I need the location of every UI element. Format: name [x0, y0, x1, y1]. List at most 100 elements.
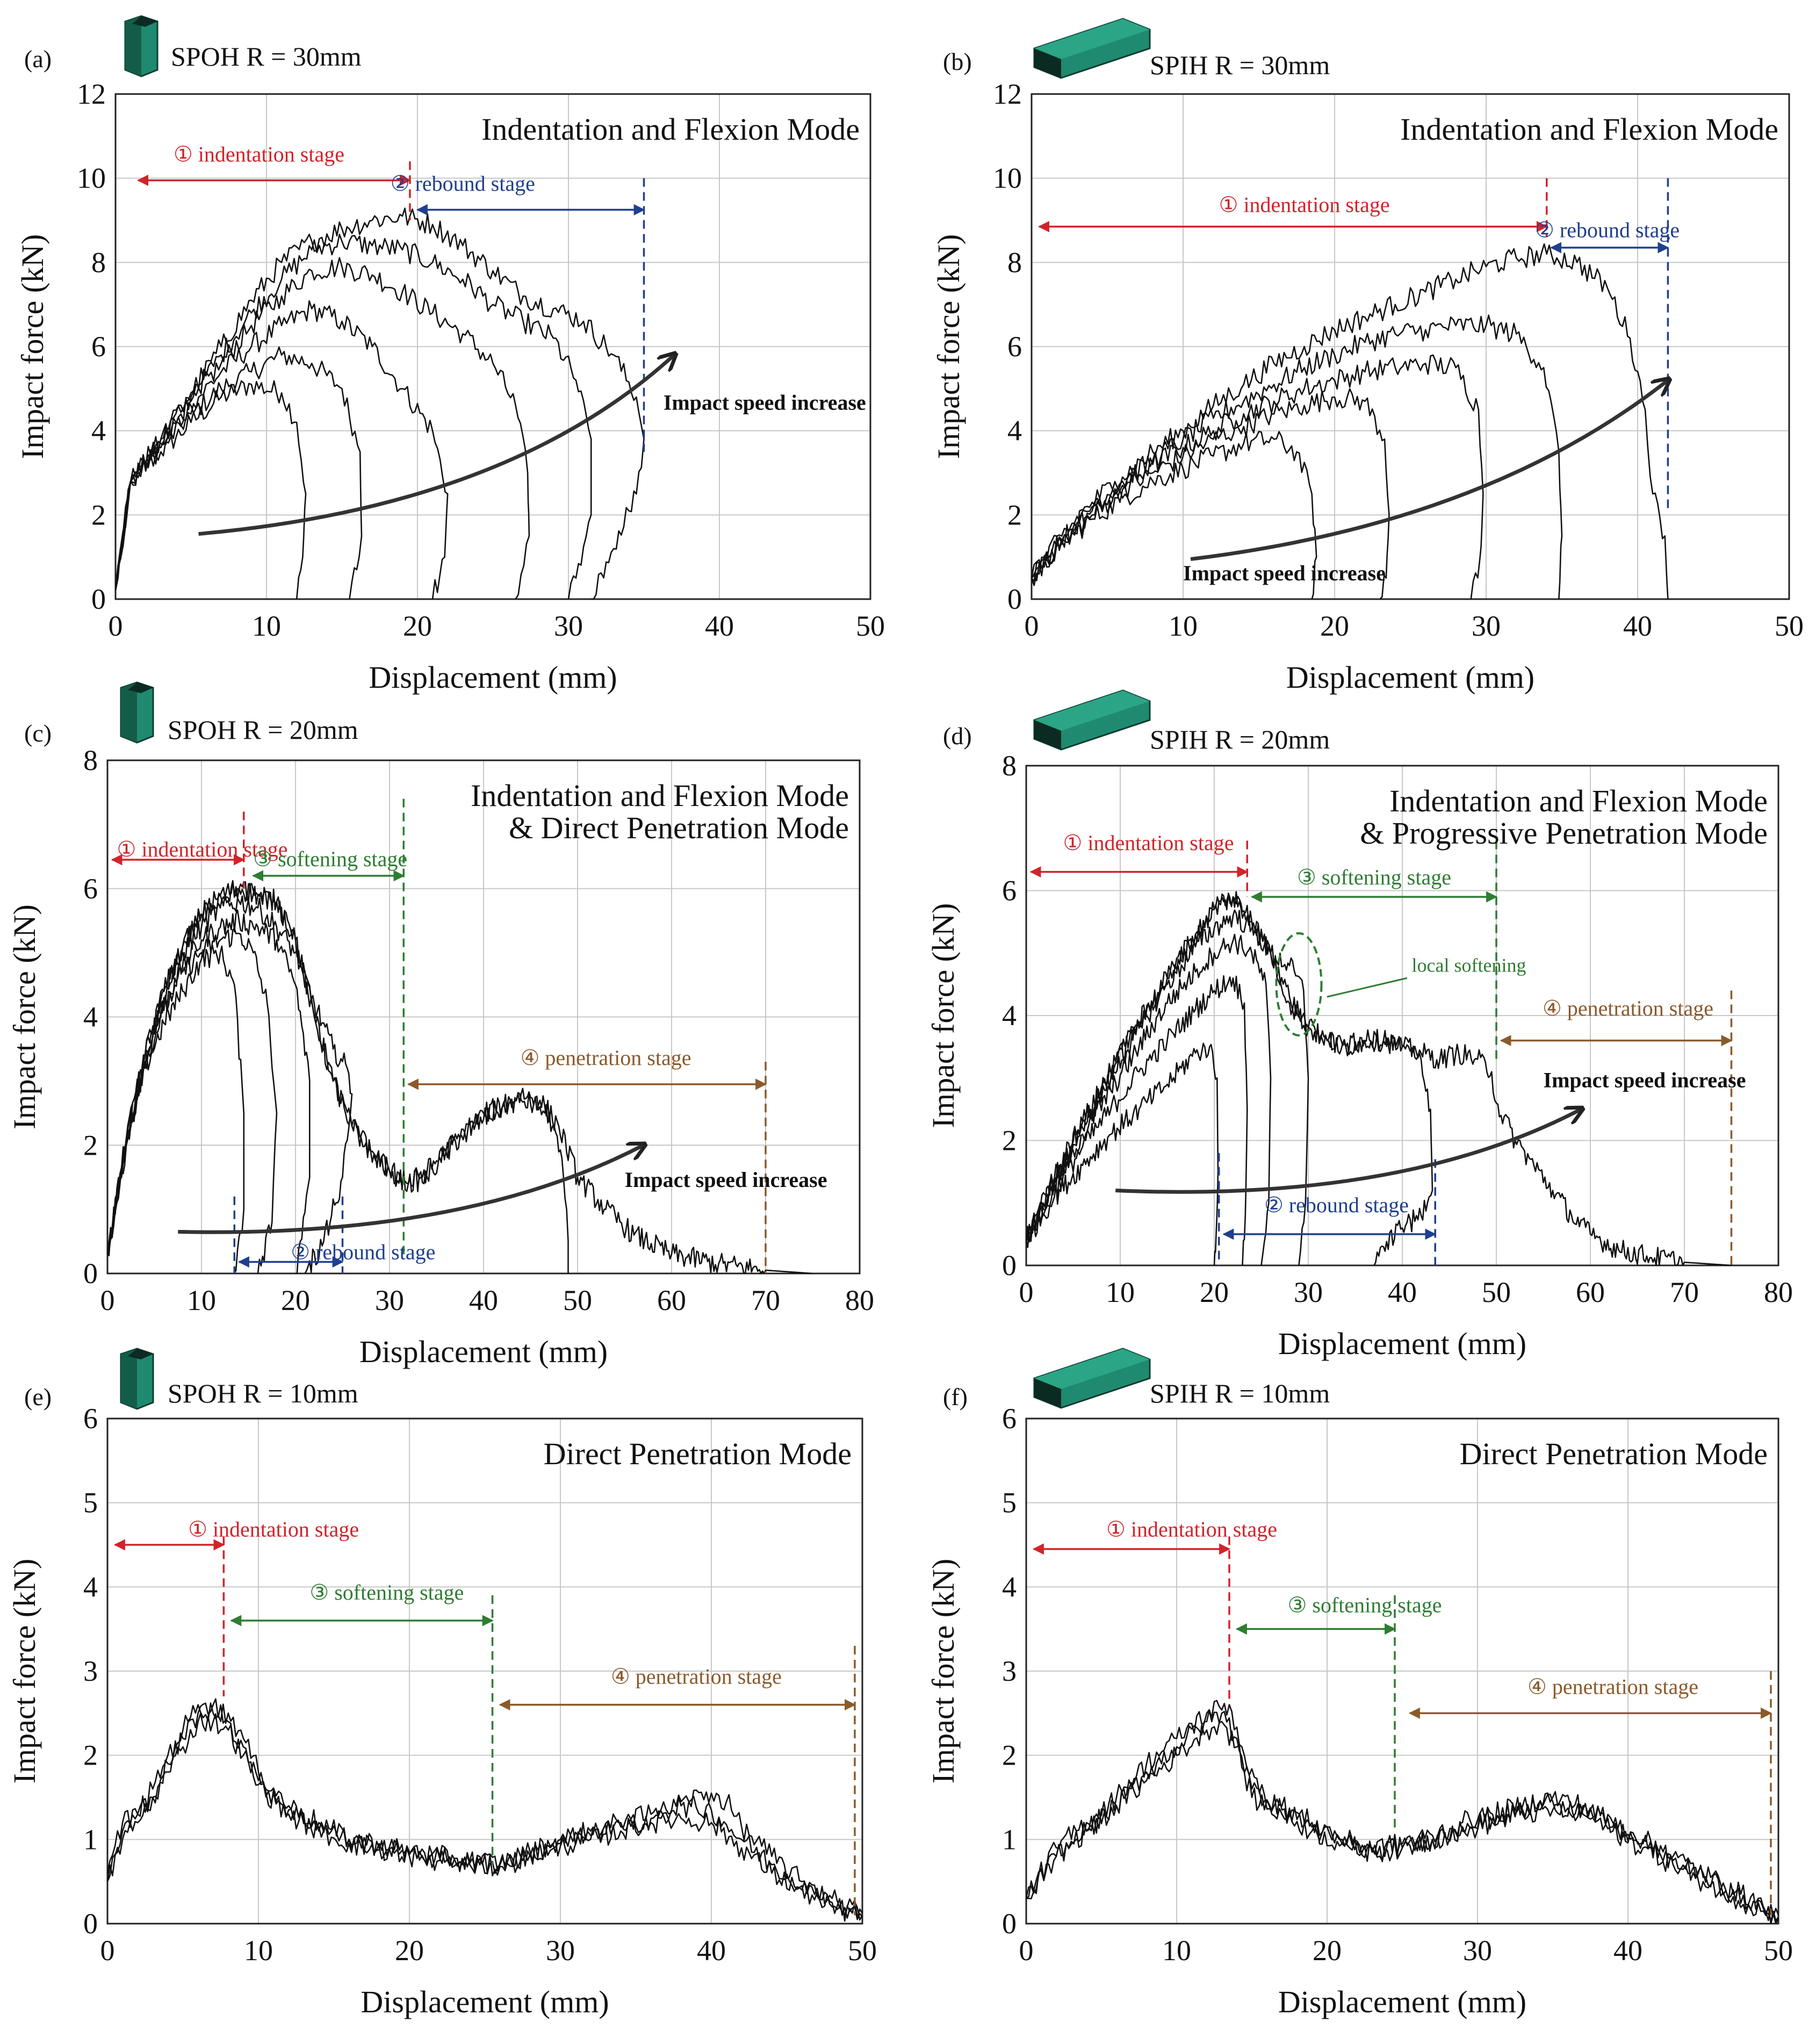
y-tick-label: 4 [1007, 415, 1022, 447]
upright-hexagonal-tube-icon [120, 681, 154, 744]
mode-title: Direct Penetration Mode [1460, 1436, 1768, 1471]
y-tick-label: 1 [1002, 1823, 1017, 1855]
x-axis-label: Displacement (mm) [1278, 1984, 1526, 2019]
y-tick-label: 2 [1002, 1125, 1017, 1157]
mode-title: Indentation and Flexion Mode [481, 112, 860, 147]
series-line-5 [106, 881, 569, 1273]
series-line-1 [106, 1702, 863, 1921]
series-line-4 [106, 894, 353, 1274]
y-tick-label: 2 [1007, 499, 1022, 531]
y-tick-label: 5 [1002, 1487, 1017, 1519]
panel-b: (b) SPIH R = 30mm 0 10 20 30 40 50 0 2 4 6 8 10 12 Disp… [931, 18, 1804, 695]
stage-annotation: ④ penetration stage [521, 1046, 691, 1070]
panel-f: (f) SPIH R = 10mm 0 10 20 30 40 50 0 1 2 3 4 5 6 Displa… [926, 1348, 1793, 2019]
x-tick-label: 0 [1019, 1934, 1034, 1967]
x-tick-label: 20 [1200, 1276, 1229, 1308]
impact-speed-arrow [178, 1145, 643, 1234]
y-tick-label: 6 [1002, 1402, 1017, 1435]
x-tick-label: 30 [1463, 1934, 1492, 1967]
x-tick-label: 10 [1169, 610, 1198, 642]
series-line-3 [1026, 1721, 1779, 1925]
y-tick-label: 0 [83, 1908, 98, 1940]
stage-annotation: local softening [1412, 955, 1526, 976]
stage-annotation: ① indentation stage [1106, 1517, 1277, 1541]
stage-annotation: ② rebound stage [391, 171, 535, 196]
series-line-3 [106, 1712, 863, 1922]
stage-annotation: ① indentation stage [174, 142, 344, 166]
panel-d: (d) SPIH R = 20mm 0 10 20 30 40 50 60 70 80 0 2 4 6 8 Di… [926, 689, 1793, 1361]
y-tick-label: 0 [1002, 1249, 1017, 1282]
y-tick-label: 4 [1002, 1571, 1017, 1603]
impact-speed-arrow [1115, 1109, 1581, 1194]
y-tick-label: 3 [1002, 1655, 1017, 1687]
x-tick-label: 30 [546, 1934, 575, 1967]
stage-annotation: ③ softening stage [1297, 865, 1451, 889]
series-line-5 [114, 233, 592, 600]
y-axis-label: Impact force (kN) [931, 234, 966, 459]
x-tick-label: 50 [1764, 1934, 1793, 1967]
series-line-2 [106, 1698, 863, 1919]
y-axis-label: Impact force (kN) [7, 904, 42, 1129]
horizontal-hexagonal-tube-icon [1033, 689, 1151, 751]
panel-a-label: (a) [24, 45, 52, 73]
panel-b-plot-frame [1030, 93, 1790, 600]
horizontal-hexagonal-tube-icon [1033, 18, 1151, 79]
panel-c-label: (c) [24, 719, 52, 747]
mode-title: & Direct Penetration Mode [509, 810, 849, 845]
y-tick-label: 8 [91, 246, 106, 278]
y-tick-label: 4 [91, 415, 106, 447]
horizontal-hexagonal-tube-icon [1033, 1348, 1151, 1409]
stage-annotation: Impact speed increase [1183, 561, 1386, 585]
x-tick-label: 10 [187, 1284, 216, 1316]
stage-annotation: ③ softening stage [253, 847, 407, 871]
x-axis-label: Displacement (mm) [359, 1334, 608, 1369]
impact-speed-arrow [1190, 380, 1668, 562]
y-tick-label: 6 [83, 873, 98, 905]
panel-c: (c) SPOH R = 20mm 0 10 20 30 40 50 60 70 80 0 2 4 6 8 Di… [7, 681, 874, 1369]
stage-annotation: ④ penetration stage [1543, 996, 1713, 1020]
x-tick-label: 40 [1613, 1934, 1642, 1967]
x-tick-label: 50 [1482, 1276, 1511, 1308]
series-line-3 [1025, 933, 1272, 1266]
panel-e-label: (e) [24, 1383, 52, 1410]
stage-annotation: ② rebound stage [291, 1240, 435, 1264]
y-tick-label: 4 [1002, 999, 1017, 1032]
series-line-1 [107, 945, 245, 1274]
x-tick-label: 20 [281, 1284, 310, 1316]
x-tick-label: 50 [563, 1284, 592, 1316]
stage-annotation: ② rebound stage [1264, 1193, 1409, 1217]
panel-c-plot-frame [106, 759, 861, 1275]
panel-a-plot-frame [114, 93, 871, 600]
series-line-1 [1026, 1709, 1779, 1921]
x-tick-label: 30 [554, 610, 583, 642]
series-line-4 [1030, 314, 1563, 600]
stage-annotation: Impact speed increase [1544, 1068, 1746, 1092]
mode-title: Indentation and Flexion Mode [471, 778, 849, 813]
upright-hexagonal-tube-icon [124, 15, 158, 77]
x-tick-label: 20 [403, 610, 432, 642]
panel-e: (e) SPOH R = 10mm 0 10 20 30 40 50 0 1 2 3 4 5 6 Displa… [7, 1348, 877, 2019]
y-tick-label: 0 [91, 583, 106, 615]
x-tick-label: 40 [1623, 610, 1652, 642]
y-tick-label: 8 [1002, 750, 1017, 782]
stage-annotation: ③ softening stage [1288, 1593, 1442, 1617]
y-tick-label: 5 [83, 1487, 98, 1519]
y-axis-label: Impact force (kN) [926, 1559, 961, 1784]
stage-annotation: ④ penetration stage [611, 1665, 782, 1689]
series-line-6 [114, 207, 645, 600]
x-tick-label: 0 [1019, 1276, 1034, 1308]
x-tick-label: 20 [1320, 610, 1349, 642]
x-tick-label: 80 [1764, 1276, 1793, 1308]
y-tick-label: 10 [993, 162, 1022, 195]
panel-f-plot-frame [1025, 1417, 1779, 1925]
y-tick-label: 3 [83, 1655, 98, 1687]
panel-e-plot-frame [106, 1417, 863, 1925]
y-axis-label: Impact force (kN) [15, 234, 50, 459]
y-tick-label: 6 [1002, 875, 1017, 907]
y-tick-label: 0 [1002, 1908, 1017, 1940]
x-tick-label: 10 [244, 1934, 273, 1967]
y-tick-label: 8 [1007, 246, 1022, 278]
x-tick-label: 60 [1576, 1276, 1605, 1308]
y-axis-label: Impact force (kN) [926, 903, 961, 1128]
panel-b-label: (b) [943, 48, 972, 75]
